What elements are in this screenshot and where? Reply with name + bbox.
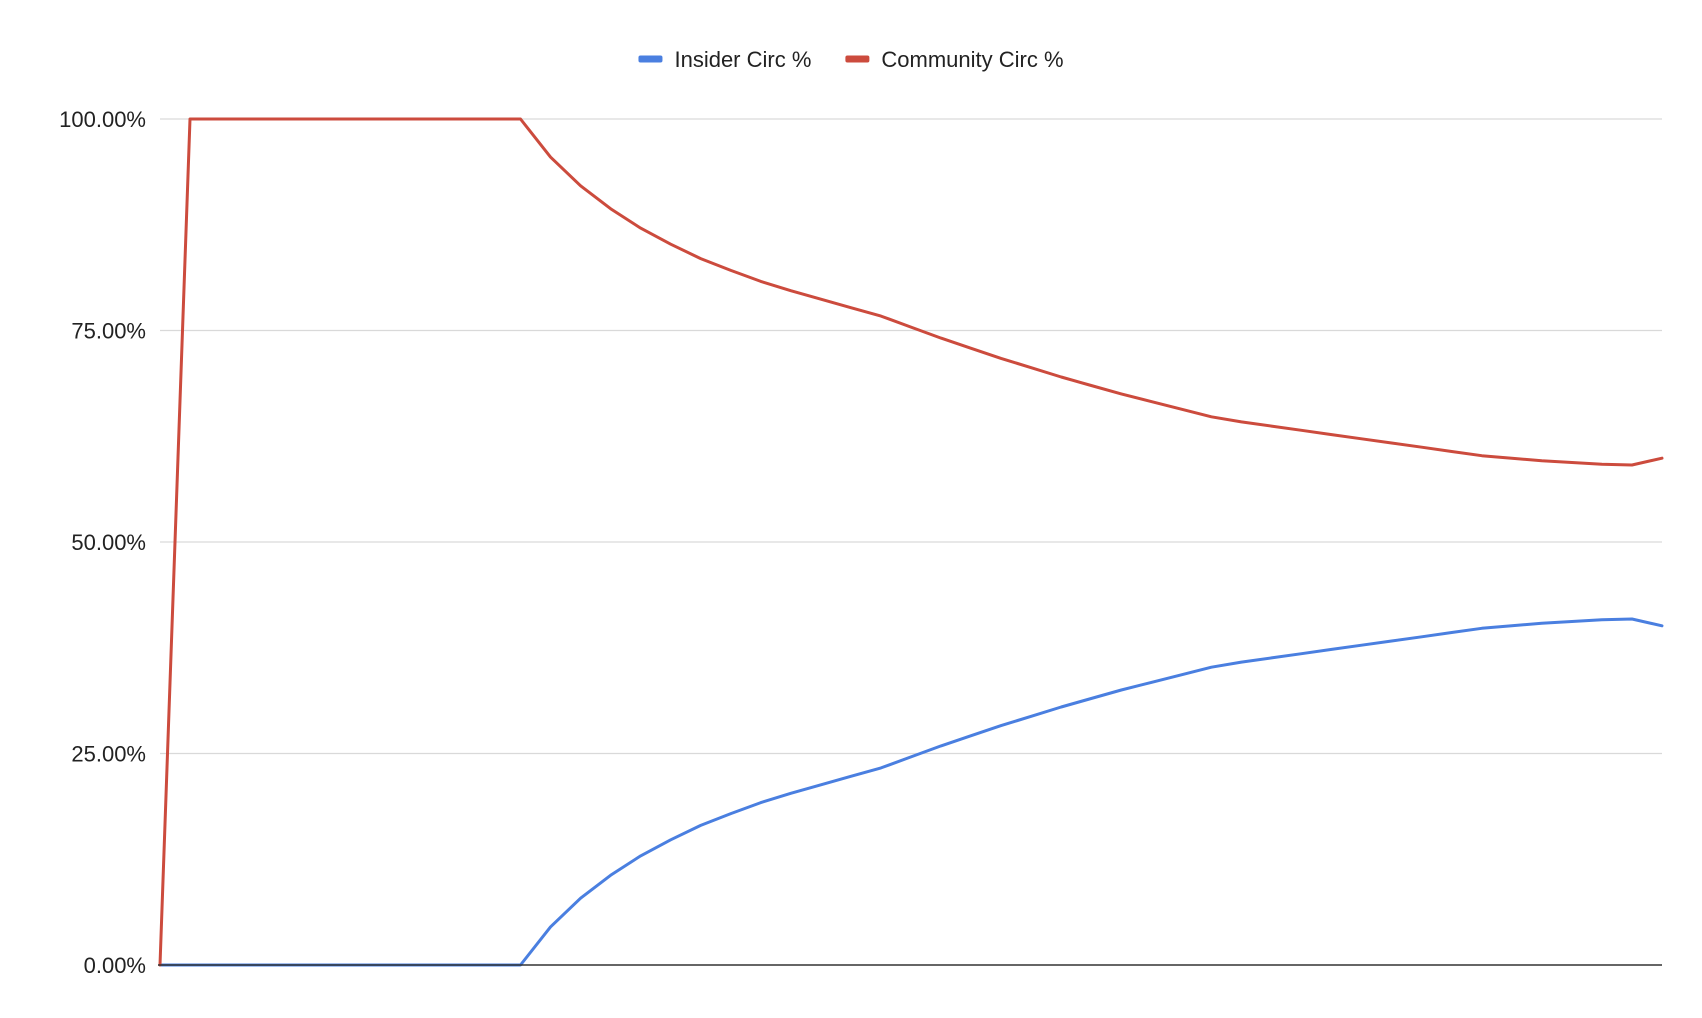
chart-legend: Insider Circ % Community Circ % [638, 47, 1064, 72]
legend-item-insider[interactable]: Insider Circ % [638, 47, 811, 72]
series-line-community [158, 117, 1664, 967]
legend-swatch [845, 55, 870, 63]
y-tick-label: 25.00% [71, 742, 146, 767]
legend-label: Community Circ % [881, 47, 1063, 72]
legend-swatch [638, 55, 663, 63]
y-tick-label: 75.00% [71, 319, 146, 344]
y-gridlines [160, 118, 1662, 755]
y-tick-label: 100.00% [59, 107, 146, 132]
legend-item-community[interactable]: Community Circ % [845, 47, 1064, 72]
legend-label: Insider Circ % [674, 47, 811, 72]
y-tick-label: 50.00% [71, 530, 146, 555]
y-axis-tick-labels: 0.00% 25.00% 50.00% 75.00% 100.00% [59, 107, 146, 978]
series-line-insider [158, 617, 1664, 967]
y-tick-label: 0.00% [84, 953, 146, 978]
